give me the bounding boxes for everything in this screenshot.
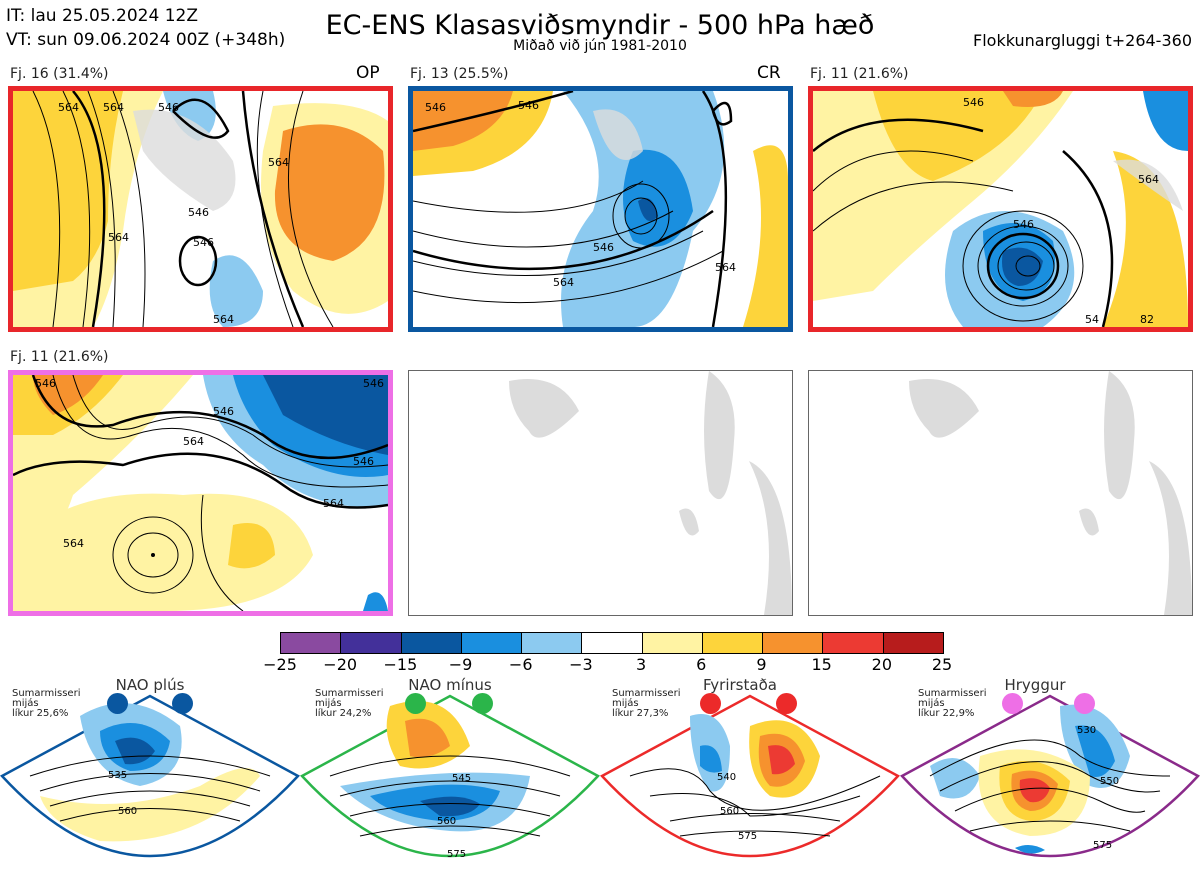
regime-blocking: 540 560 575 <box>599 676 901 871</box>
p1-contour-7: 564 <box>103 101 124 114</box>
panel-4-label: Fj. 11 (21.6%) <box>10 349 109 365</box>
p3-contour-4: 54 <box>1085 313 1099 326</box>
color-scale-tick-label: −9 <box>448 655 473 674</box>
color-scale-tick-label: −6 <box>508 655 533 674</box>
regime-3-dot-left <box>700 693 721 714</box>
p4-contour-6: 546 <box>353 455 374 468</box>
initial-time: IT: lau 25.05.2024 12Z <box>6 6 198 26</box>
color-scale-tick-label: −15 <box>383 655 418 674</box>
p3-contour-2: 546 <box>963 96 984 109</box>
color-scale-tick-label: 6 <box>696 655 707 674</box>
panel-2-tag: CR <box>757 63 781 83</box>
color-scale-segment <box>702 633 764 653</box>
regime-2-info: Sumarmisseri mijás líkur 24,2% <box>315 688 384 719</box>
color-scale-tick-label: −3 <box>569 655 593 674</box>
color-scale-segment <box>461 633 523 653</box>
color-scale-bar <box>280 632 944 654</box>
color-scale-segment <box>522 633 583 653</box>
page-title: EC-ENS Klasasviðsmyndir - 500 hPa hæð <box>325 10 875 41</box>
p4-contour-3: 546 <box>363 377 384 390</box>
valid-time: VT: sun 09.06.2024 00Z (+348h) <box>6 30 286 50</box>
color-scale-tick-label: 20 <box>871 655 892 674</box>
cluster-map-3[interactable]: 546 546 564 54 82 <box>808 86 1193 332</box>
regime-1-label-2: 560 <box>118 806 137 817</box>
panel-1-label: Fj. 16 (31.4%) <box>10 66 109 82</box>
regime-4-label-1: 530 <box>1077 725 1096 736</box>
p1-contour-4: 546 <box>193 236 214 249</box>
regime-4-name: Hryggur <box>1004 676 1066 694</box>
regime-3-label-1: 540 <box>717 772 736 783</box>
color-scale-segment <box>582 633 643 653</box>
regime-3-dot-right <box>776 693 797 714</box>
regime-1-name: NAO plús <box>115 676 185 694</box>
color-scale-segment <box>883 633 943 653</box>
regime-4-dot-left <box>1002 693 1023 714</box>
regime-3-info: Sumarmisseri mijás líkur 27,3% <box>612 688 681 719</box>
p2-contour-5: 564 <box>715 261 736 274</box>
classification-window: Flokkunargluggi t+264-360 <box>973 31 1192 50</box>
p1-contour-5: 564 <box>268 156 289 169</box>
regime-2-dot-left <box>405 693 426 714</box>
cluster-map-1[interactable]: 564 564 546 546 564 564 564 546 <box>8 86 393 332</box>
regime-1-label-1: 535 <box>108 770 127 781</box>
color-scale-tick-label: 15 <box>811 655 832 674</box>
regime-1-dot-right <box>172 693 193 714</box>
p1-contour-8: 546 <box>158 101 179 114</box>
panel-1-tag: OP <box>356 63 380 83</box>
color-scale-segment <box>281 633 342 653</box>
p3-contour-5: 82 <box>1140 313 1154 326</box>
regime-2-label-1: 545 <box>452 773 471 784</box>
p4-contour-4: 564 <box>323 497 344 510</box>
p3-contour-3: 564 <box>1138 173 1159 186</box>
panel-3-label: Fj. 11 (21.6%) <box>810 66 909 82</box>
p4-contour-7: 546 <box>35 377 56 390</box>
p2-contour-1: 546 <box>425 101 446 114</box>
color-scale-tick-label: 25 <box>931 655 953 674</box>
regime-ridge: 530 550 575 <box>899 676 1200 871</box>
cluster-map-2[interactable]: 546 546 546 564 564 <box>408 86 793 332</box>
p4-contour-2: 564 <box>183 435 204 448</box>
p2-contour-4: 564 <box>553 276 574 289</box>
regime-nao-plus: 535 560 <box>0 676 301 871</box>
empty-map-5 <box>408 370 793 616</box>
page-subtitle: Miðað við jún 1981-2010 <box>513 38 687 54</box>
regime-4-info: Sumarmisseri mijás líkur 22,9% <box>918 688 987 719</box>
color-scale-segment <box>642 633 703 653</box>
color-scale-tick-label: 9 <box>756 655 767 674</box>
p1-contour-1: 564 <box>58 101 79 114</box>
panel-2-label: Fj. 13 (25.5%) <box>410 66 509 82</box>
p4-contour-1: 546 <box>213 405 234 418</box>
p4-contour-5: 564 <box>63 537 84 550</box>
p3-contour-1: 546 <box>1013 218 1034 231</box>
p1-contour-2: 564 <box>108 231 129 244</box>
regime-nao-minus: 545 560 575 <box>299 676 601 871</box>
cluster-map-4[interactable]: 546 564 546 564 564 546 546 <box>8 370 393 616</box>
regime-2-name: NAO mínus <box>408 676 492 694</box>
color-scale-tick-label: −20 <box>323 655 358 674</box>
p2-contour-3: 546 <box>593 241 614 254</box>
regime-2-dot-right <box>472 693 493 714</box>
color-scale-segment <box>823 633 884 653</box>
regime-4-label-2: 550 <box>1100 776 1119 787</box>
color-scale-tick-label: 3 <box>635 655 647 674</box>
regime-3-name: Fyrirstaða <box>703 676 777 694</box>
color-scale-segment <box>401 633 462 653</box>
empty-map-6 <box>808 370 1193 616</box>
regime-2-label-3: 575 <box>447 849 466 860</box>
regime-4-dot-right <box>1074 693 1095 714</box>
p1-contour-3: 546 <box>188 206 209 219</box>
p2-contour-2: 546 <box>518 99 539 112</box>
regime-3-label-3: 575 <box>738 831 757 842</box>
regime-4-label-3: 575 <box>1093 840 1112 851</box>
p1-contour-6: 564 <box>213 313 234 326</box>
color-scale-tick-label: −25 <box>263 655 297 674</box>
regime-3-label-2: 560 <box>720 806 739 817</box>
regime-2-label-2: 560 <box>437 816 456 827</box>
color-scale-segment <box>341 633 402 653</box>
regime-1-info: Sumarmisseri mijás líkur 25,6% <box>12 688 81 719</box>
color-scale-segment <box>763 633 824 653</box>
regime-1-dot-left <box>107 693 128 714</box>
